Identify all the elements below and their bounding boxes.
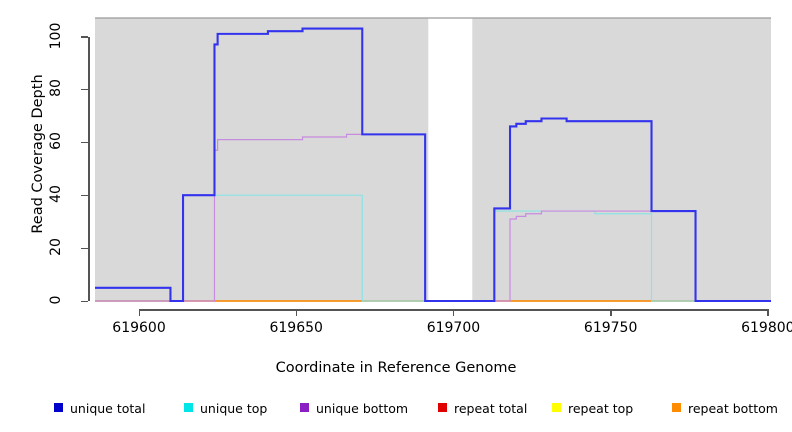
x-tick-label-619700: 619700 bbox=[426, 320, 481, 336]
legend-swatch-icon bbox=[184, 403, 193, 412]
y-axis-title: Read Coverage Depth bbox=[30, 74, 46, 234]
y-tick-label-40: 40 bbox=[48, 185, 64, 204]
y-tick-label-80: 80 bbox=[48, 79, 64, 98]
legend-label: repeat total bbox=[454, 401, 528, 416]
y-tick-80 bbox=[81, 88, 88, 91]
y-tick-label-0: 0 bbox=[48, 295, 64, 305]
legend-item-unique-bottom[interactable]: unique bottom bbox=[300, 398, 408, 418]
y-tick-label-100: 100 bbox=[48, 22, 64, 49]
legend-label: repeat top bbox=[568, 401, 634, 416]
legend-item-unique-top[interactable]: unique top bbox=[184, 398, 267, 418]
legend-item-repeat-top[interactable]: repeat top bbox=[552, 398, 633, 418]
legend-label: repeat bottom bbox=[688, 401, 778, 416]
x-axis-title: Coordinate in Reference Genome bbox=[275, 360, 517, 376]
x-tick-619650 bbox=[295, 309, 298, 316]
y-tick-20 bbox=[81, 247, 88, 250]
legend-label: unique total bbox=[70, 401, 146, 416]
legend-swatch-icon bbox=[552, 403, 561, 412]
x-tick-label-619600: 619600 bbox=[112, 320, 166, 336]
x-tick-619800 bbox=[767, 309, 769, 316]
y-tick-100 bbox=[81, 36, 88, 38]
legend-label: unique top bbox=[200, 401, 268, 416]
x-tick-619750 bbox=[610, 309, 612, 316]
series-unique-total bbox=[95, 27, 771, 303]
x-tick-label-619650: 619650 bbox=[269, 320, 323, 336]
panel-right bbox=[472, 18, 771, 301]
legend-swatch-icon bbox=[438, 403, 447, 412]
legend-swatch-icon bbox=[54, 403, 63, 412]
legend-swatch-icon bbox=[300, 403, 309, 412]
x-tick-619600 bbox=[138, 309, 141, 316]
y-axis-line bbox=[88, 36, 90, 301]
x-tick-619700 bbox=[452, 309, 455, 316]
legend-item-repeat-bottom[interactable]: repeat bottom bbox=[672, 398, 778, 418]
legend-item-unique-total[interactable]: unique total bbox=[54, 398, 145, 418]
legend-item-repeat-total[interactable]: repeat total bbox=[438, 398, 527, 418]
chart-legend: unique total unique top unique bottom repea… bbox=[0, 398, 792, 422]
y-tick-label-20: 20 bbox=[48, 238, 64, 257]
legend-swatch-icon bbox=[672, 403, 681, 412]
x-tick-label-619800: 619800 bbox=[741, 320, 792, 336]
y-tick-60 bbox=[81, 141, 88, 144]
legend-label: unique bottom bbox=[316, 401, 409, 416]
y-tick-label-60: 60 bbox=[48, 132, 64, 151]
panel-left bbox=[95, 18, 429, 301]
y-tick-0 bbox=[81, 300, 88, 302]
x-tick-label-619750: 619750 bbox=[583, 320, 638, 336]
y-tick-40 bbox=[81, 194, 88, 197]
